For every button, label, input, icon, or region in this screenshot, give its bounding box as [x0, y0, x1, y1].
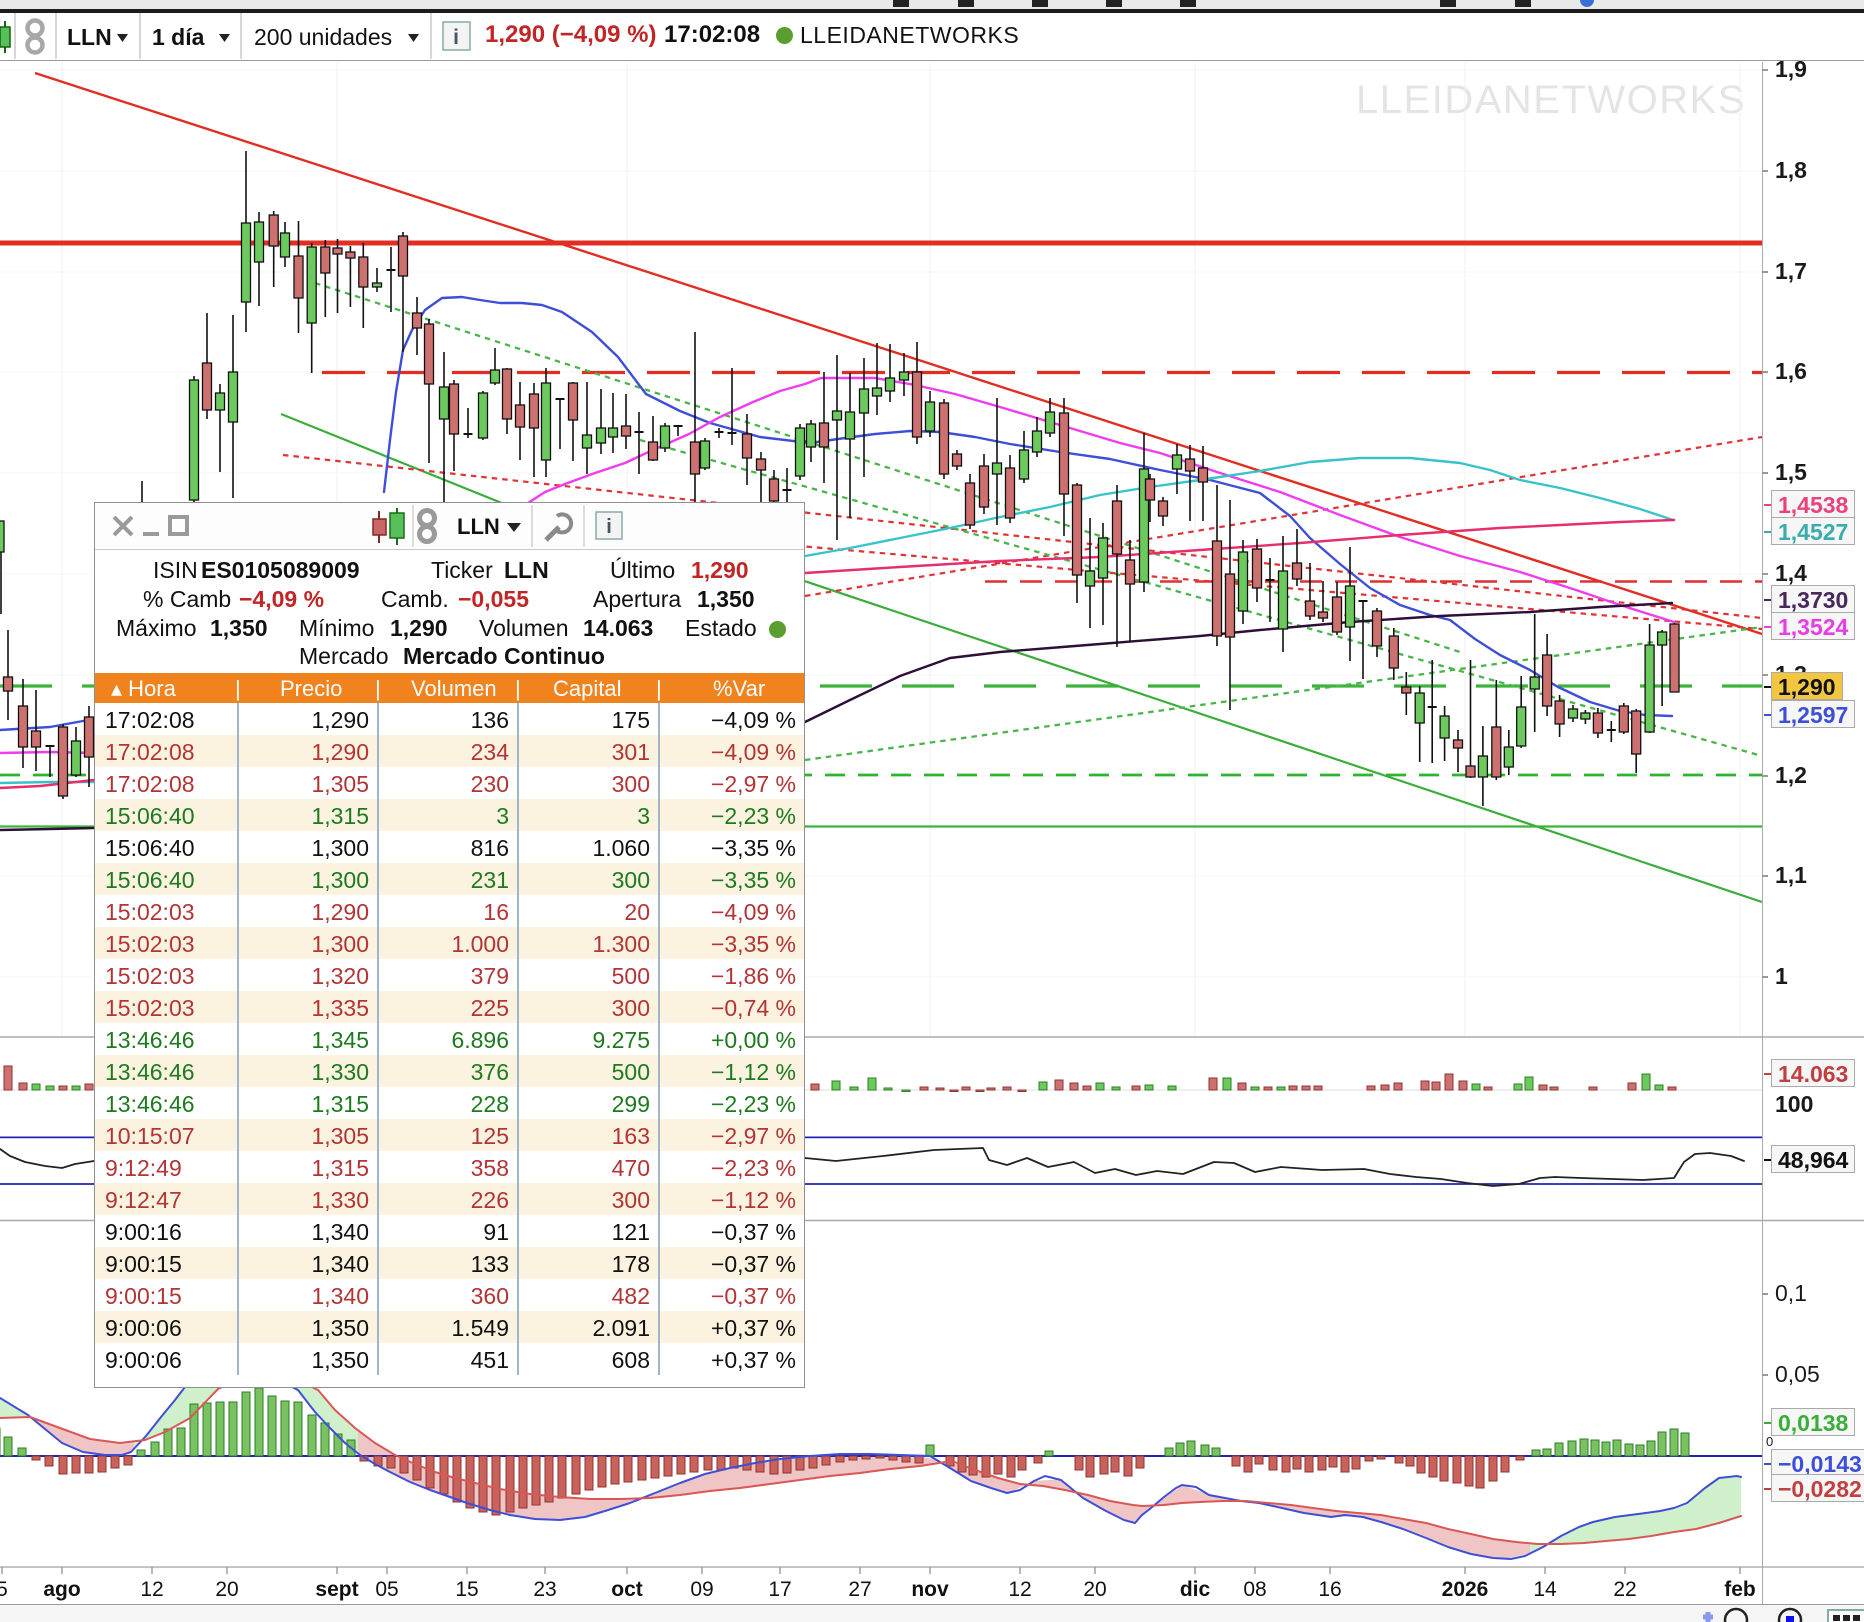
- svg-text:oct: oct: [611, 1578, 643, 1601]
- svg-text:nov: nov: [911, 1578, 949, 1601]
- svg-text:LLN: LLN: [67, 24, 112, 50]
- svg-text:feb: feb: [1724, 1578, 1756, 1601]
- svg-text:sept: sept: [315, 1578, 358, 1601]
- svg-text:15: 15: [455, 1578, 478, 1601]
- svg-text:5: 5: [0, 1578, 8, 1601]
- svg-text:LLEIDANETWORKS: LLEIDANETWORKS: [1356, 78, 1746, 122]
- svg-text:1 día: 1 día: [152, 24, 205, 50]
- svg-text:16: 16: [1318, 1578, 1341, 1601]
- svg-text:20: 20: [1083, 1578, 1106, 1601]
- svg-text:LLN: LLN: [457, 514, 500, 539]
- svg-text:17: 17: [768, 1578, 791, 1601]
- svg-text:08: 08: [1243, 1578, 1266, 1601]
- svg-text:14: 14: [1533, 1578, 1557, 1601]
- svg-text:27: 27: [848, 1578, 871, 1601]
- svg-text:05: 05: [375, 1578, 398, 1601]
- svg-text:200 unidades: 200 unidades: [254, 24, 392, 50]
- svg-text:dic: dic: [1180, 1578, 1211, 1601]
- svg-text:i: i: [453, 26, 459, 49]
- svg-text:12: 12: [1008, 1578, 1031, 1601]
- svg-text:12: 12: [140, 1578, 163, 1601]
- svg-text:i: i: [606, 516, 612, 538]
- svg-text:22: 22: [1613, 1578, 1636, 1601]
- svg-text:ago: ago: [43, 1578, 80, 1601]
- svg-text:20: 20: [215, 1578, 238, 1601]
- svg-text:09: 09: [690, 1578, 713, 1601]
- svg-text:2026: 2026: [1442, 1578, 1489, 1601]
- svg-text:23: 23: [533, 1578, 556, 1601]
